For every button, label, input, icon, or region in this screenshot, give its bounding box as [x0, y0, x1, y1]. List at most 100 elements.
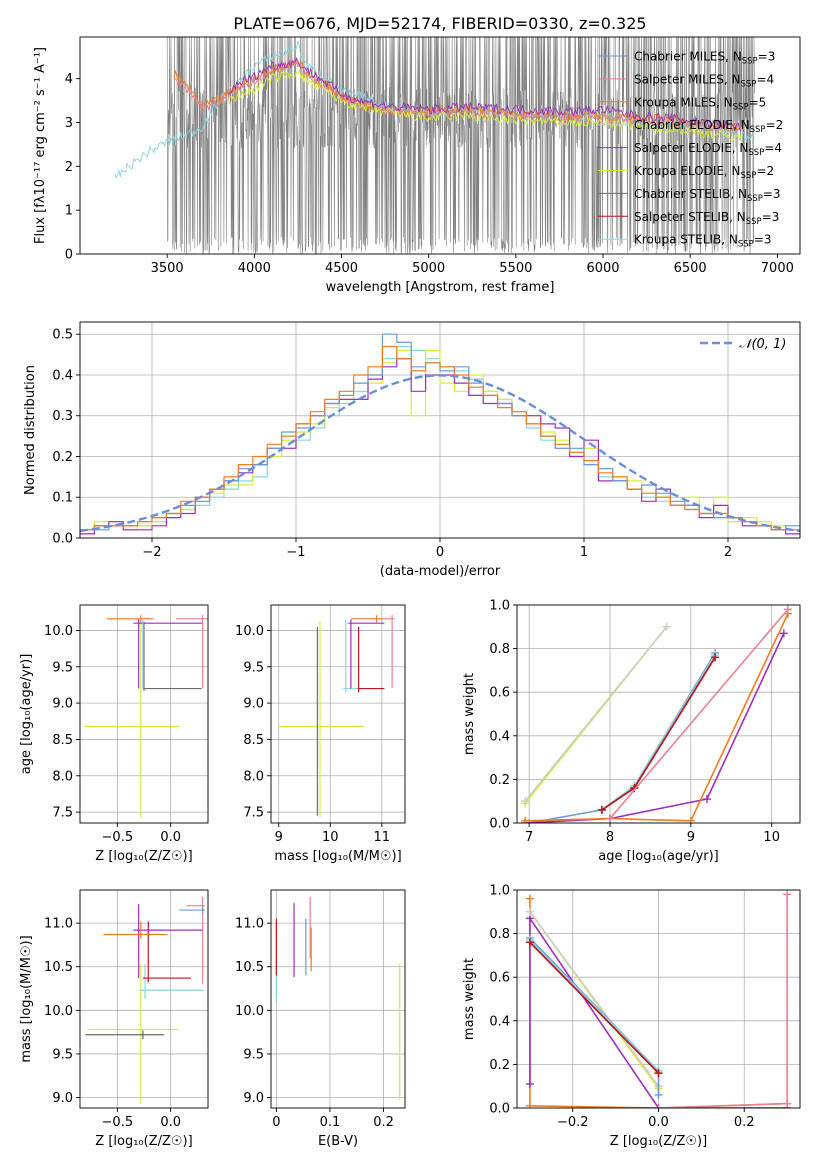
x-tick-label: 0.0: [160, 830, 181, 845]
marker-salpeter_miles: [783, 1099, 792, 1108]
x-axis-label: mass [log₁₀(M/M☉)]: [274, 849, 401, 864]
errorbar-salpeter_stelib: [142, 921, 191, 983]
y-tick-label: 0: [65, 248, 73, 263]
legend-entry-chabrier_elodie: Chabrier ELODIE, NSSP=2: [634, 118, 783, 135]
x-tick-label: −2: [142, 545, 161, 560]
figure-title: PLATE=0676, MJD=52174, FIBERID=0330, z=0…: [233, 14, 646, 33]
x-tick-label: 6000: [586, 261, 619, 276]
y-tick-label: 10.5: [44, 960, 73, 975]
y-tick-label: 4: [65, 72, 73, 87]
x-tick-label: 9: [687, 830, 695, 845]
legend-base: Chabrier STELIB, N: [634, 187, 747, 201]
panel-background: [517, 605, 800, 823]
y-tick-label: 0.5: [52, 328, 73, 343]
line-salpeter_elodie: [529, 917, 788, 1108]
y-tick-label: 8.5: [52, 733, 73, 748]
legend-base: Chabrier ELODIE, N: [634, 118, 750, 132]
x-tick-label: −0.5: [102, 1115, 134, 1130]
marker-salpeter_miles: [783, 605, 792, 614]
marker-salpeter_elodie: [703, 795, 712, 804]
legend-base: Salpeter ELODIE, N: [634, 141, 748, 155]
y-tick-label: 9.5: [243, 1047, 264, 1062]
x-axis-label: E(B-V): [318, 1134, 358, 1149]
axes-border: [516, 889, 801, 1109]
line-salpeter_stelib: [529, 941, 660, 1074]
legend-entry-salpeter_elodie: Salpeter ELODIE, NSSP=4: [634, 141, 782, 158]
axes-border: [79, 889, 209, 1109]
x-tick-label: 0.1: [320, 1115, 341, 1130]
y-tick-label: 11.0: [44, 917, 73, 932]
legend-value: =3: [754, 233, 772, 247]
y-tick-label: 9.5: [52, 1047, 73, 1062]
legend-value: =3: [758, 50, 776, 64]
y-tick-label: 9.0: [52, 1091, 73, 1106]
y-tick-label: 0.2: [489, 773, 510, 788]
axes-border: [516, 604, 801, 824]
y-tick-label: 1.0: [489, 884, 510, 899]
y-tick-label: 10.5: [235, 960, 264, 975]
x-tick-label: 0.2: [734, 1115, 755, 1130]
marker-chabrier_elodie: [521, 797, 530, 806]
marker-salpeter_stelib: [597, 805, 606, 814]
y-tick-label: 0.2: [52, 450, 73, 465]
panel-age_vs_z: −0.5 0.0 7.5 8.0 8.5 9.0 9.5 10.0 Z [log₁₀(Z/Z☉)…: [19, 604, 209, 864]
x-tick-label: 10: [763, 830, 780, 845]
legend-base: Kroupa STELIB, N: [634, 233, 738, 247]
line-kroupa_stelib: [529, 939, 660, 1072]
axes-frame: 7 8 9 10 0.0 0.2 0.4 0.6 0.8 1.0 age [log₁₀(age/yr…: [462, 599, 801, 864]
y-tick-label: 0.0: [489, 1102, 510, 1117]
y-tick-label: 8.0: [52, 769, 73, 784]
plot-area: [114, 37, 755, 254]
y-tick-label: 7.5: [243, 806, 264, 821]
legend-entry-salpeter_stelib: Salpeter STELIB, NSSP=3: [634, 210, 779, 227]
plot-area: [84, 615, 208, 818]
panel-background: [80, 890, 208, 1108]
y-tick-label: 8.0: [243, 769, 264, 784]
y-tick-label: 9.0: [243, 697, 264, 712]
x-axis-label: wavelength [Angstrom, rest frame]: [326, 280, 555, 295]
marker-salpeter_miles: [654, 1104, 663, 1108]
y-axis-label: Flux [fλ10⁻¹⁷ erg cm⁻² s⁻¹ A⁻¹]: [33, 47, 48, 244]
y-tick-label: 0.2: [489, 1058, 510, 1073]
marker-salpeter_stelib: [711, 653, 720, 662]
x-tick-label: 8: [606, 830, 614, 845]
errorbar-kroupa_stelib: [139, 964, 204, 999]
x-tick-label: 1: [580, 545, 588, 560]
y-axis-label: Normed distribution: [23, 365, 38, 495]
x-tick-label: 0.0: [648, 1115, 669, 1130]
x-tick-label: 9: [275, 830, 283, 845]
errorbar-salpeter_elodie: [348, 619, 385, 689]
x-tick-label: 0.0: [160, 1115, 181, 1130]
x-tick-label: −0.2: [557, 1115, 589, 1130]
marker-salpeter_stelib: [654, 1069, 663, 1078]
legend-value: =3: [763, 187, 781, 201]
y-tick-label: 8.5: [243, 733, 264, 748]
legend-sub: SSP: [738, 240, 754, 250]
marker-kroupa_miles: [525, 894, 534, 903]
normal-curve: [80, 374, 800, 533]
marker-salpeter_miles: [605, 814, 614, 823]
y-tick-label: 2: [65, 160, 73, 175]
y-tick-label: 9.0: [243, 1091, 264, 1106]
x-tick-label: −0.5: [102, 830, 134, 845]
marker-chabrier_miles: [654, 1090, 663, 1099]
x-tick-label: 4500: [325, 261, 358, 276]
panels-layer: 3500 4000 4500 5000 5500 6000 6500 7000 0 1 2 3 4 wav…: [19, 36, 801, 1149]
errorbar-chabrier_miles: [179, 905, 205, 915]
panel-mass_weight_vs_age: 7 8 9 10 0.0 0.2 0.4 0.6 0.8 1.0 age [log₁₀(age/yr…: [462, 599, 801, 864]
legend-entry-kroupa_elodie: Kroupa ELODIE, NSSP=2: [634, 164, 774, 181]
axes-border: [270, 889, 406, 1109]
errorbar-salpeter_elodie: [133, 619, 203, 689]
x-tick-label: 4000: [238, 261, 271, 276]
x-axis-label: age [log₁₀(age/yr)]: [598, 849, 719, 864]
plot-area: [278, 615, 395, 818]
legend-sub: SSP: [733, 102, 749, 112]
panel-mass_vs_ebv: 0 0.1 0.2 9.0 9.5 10.0 10.5 11.0 E(B-V): [235, 889, 406, 1149]
errorbar-kroupa_miles: [103, 921, 168, 939]
panel-background: [271, 605, 405, 823]
legend-sub: SSP: [742, 57, 758, 67]
axes-border: [270, 604, 406, 824]
legend-value: =4: [764, 141, 782, 155]
y-axis-label: age [log₁₀(age/yr)]: [19, 654, 34, 775]
